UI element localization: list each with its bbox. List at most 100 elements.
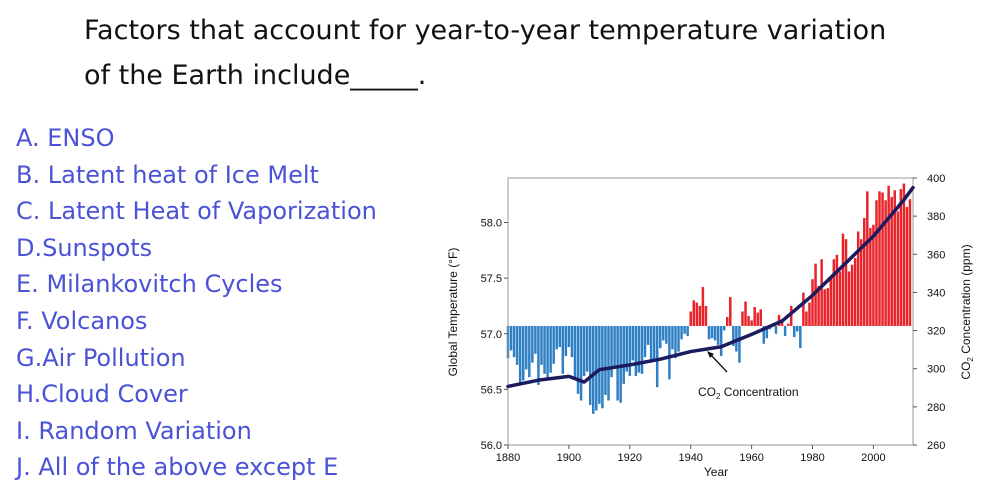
cool-year-bar — [774, 325, 778, 334]
question-line-2: of the Earth include_____. — [84, 60, 427, 91]
cool-year-bar — [665, 325, 668, 344]
left-tick-label: 56.5 — [481, 384, 502, 396]
warm-year-bar — [701, 287, 705, 326]
answer-option-g[interactable]: G.Air Pollution — [16, 340, 377, 377]
x-tick-label: 1900 — [557, 452, 581, 464]
warm-year-bar — [704, 305, 708, 326]
cool-year-bar — [671, 325, 674, 350]
co2-annotation-post: Concentration — [720, 385, 798, 399]
x-tick-label: 1880 — [496, 452, 520, 464]
cool-year-bar — [595, 325, 598, 411]
answer-letter: B. — [16, 160, 41, 189]
cool-year-bar — [540, 325, 543, 365]
answer-letter: A. — [16, 124, 40, 152]
cool-year-bar — [713, 325, 717, 341]
answer-option-d[interactable]: D.Sunspots — [16, 230, 377, 267]
answer-text: Milankovitch Cycles — [46, 270, 283, 299]
warm-year-bar — [750, 320, 753, 326]
right-tick-label: 400 — [927, 173, 945, 185]
x-tick-label: 2000 — [861, 452, 885, 464]
warm-year-bar — [756, 312, 759, 326]
warm-year-bar — [908, 199, 912, 326]
cool-year-bar — [573, 325, 577, 379]
cool-year-bar — [738, 325, 741, 363]
warm-year-bar — [820, 259, 823, 326]
cool-year-bar — [607, 325, 610, 401]
warm-year-bar — [893, 190, 896, 326]
answer-option-f[interactable]: F. Volcanos — [16, 303, 377, 340]
warm-year-bar — [747, 315, 750, 326]
cool-year-bar — [598, 325, 601, 404]
cool-year-bar — [558, 325, 562, 348]
warm-year-bar — [872, 224, 875, 326]
right-axis-label: CO2 Concentration (ppm) — [959, 244, 975, 379]
warm-year-bar — [741, 311, 744, 326]
x-ticks-group: 1880 1900 1920 1940 1960 1980 2000 — [496, 445, 886, 464]
co2-concentration-line — [506, 185, 915, 389]
warm-year-bar — [832, 259, 836, 326]
cool-year-bar — [683, 325, 686, 334]
answer-letter: G. — [16, 343, 43, 372]
question-text: Factors that account for year-to-year te… — [84, 8, 964, 98]
cool-year-bar — [570, 325, 574, 358]
answer-option-h[interactable]: H.Cloud Cover — [16, 376, 377, 413]
cool-year-bar — [637, 325, 641, 373]
cool-year-bar — [534, 325, 537, 354]
cool-year-bar — [732, 325, 735, 346]
cool-year-bar — [576, 325, 580, 394]
question-line-1: Factors that account for year-to-year te… — [84, 15, 887, 46]
cool-year-bar — [521, 325, 525, 381]
cool-year-bar — [762, 325, 766, 344]
warm-year-bar — [890, 196, 893, 326]
cool-year-bar — [525, 325, 528, 370]
cool-year-bar — [592, 325, 595, 414]
cool-year-bar — [719, 325, 723, 356]
cool-year-bar — [628, 325, 632, 377]
answer-text: Latent Heat of Vaporization — [48, 197, 377, 226]
answer-text: Random Variation — [38, 416, 252, 445]
cool-year-bar — [662, 325, 665, 341]
cool-year-bar — [677, 325, 680, 352]
warm-year-bar — [835, 254, 839, 326]
warm-year-bar — [811, 279, 814, 326]
co2-annotation-sub: 2 — [716, 392, 721, 401]
cool-year-bar — [512, 325, 516, 358]
warm-year-bar — [844, 239, 848, 326]
warm-year-bar — [863, 218, 866, 326]
annotation-arrow — [709, 353, 728, 373]
answer-option-i[interactable]: I. Random Variation — [16, 413, 377, 450]
cool-year-bar — [582, 325, 586, 377]
cool-year-bar — [561, 325, 565, 374]
warm-year-bar — [887, 185, 890, 326]
cool-year-bar — [655, 325, 659, 388]
cool-year-bar — [631, 325, 635, 361]
answer-text: Volcanos — [41, 306, 148, 335]
warm-year-bar — [856, 231, 860, 326]
answer-option-a[interactable]: A. ENSO — [16, 120, 377, 157]
answer-option-e[interactable]: E. Milankovitch Cycles — [16, 266, 377, 303]
cool-year-bar — [588, 325, 592, 405]
cool-year-bar — [659, 325, 662, 349]
right-ticks-group: 260 280 300 320 340 360 380 400 — [913, 173, 945, 452]
warm-year-bar — [869, 228, 872, 326]
cool-year-bar — [552, 325, 555, 364]
cool-year-bar — [579, 325, 583, 401]
answer-option-c[interactable]: C. Latent Heat of Vaporization — [16, 193, 377, 230]
warm-year-bar — [808, 302, 811, 326]
warm-year-bar — [823, 289, 826, 326]
cool-year-bar — [564, 325, 568, 356]
left-tick-label: 57.5 — [481, 273, 502, 285]
warm-year-bar — [850, 264, 854, 326]
right-tick-label: 360 — [927, 249, 945, 261]
cool-year-bar — [531, 325, 534, 363]
warm-year-bar — [805, 311, 808, 326]
cool-year-bar — [652, 325, 656, 362]
answer-option-b[interactable]: B. Latent heat of Ice Melt — [16, 157, 377, 194]
answer-option-j[interactable]: J. All of the above except E — [16, 449, 377, 486]
cool-year-bar — [722, 325, 726, 331]
right-tick-label: 380 — [927, 211, 945, 223]
warm-year-bar — [896, 211, 900, 326]
answer-list: A. ENSO B. Latent heat of Ice Melt C. La… — [16, 120, 377, 486]
answer-letter: C. — [16, 197, 41, 226]
warm-year-bar — [902, 183, 906, 326]
